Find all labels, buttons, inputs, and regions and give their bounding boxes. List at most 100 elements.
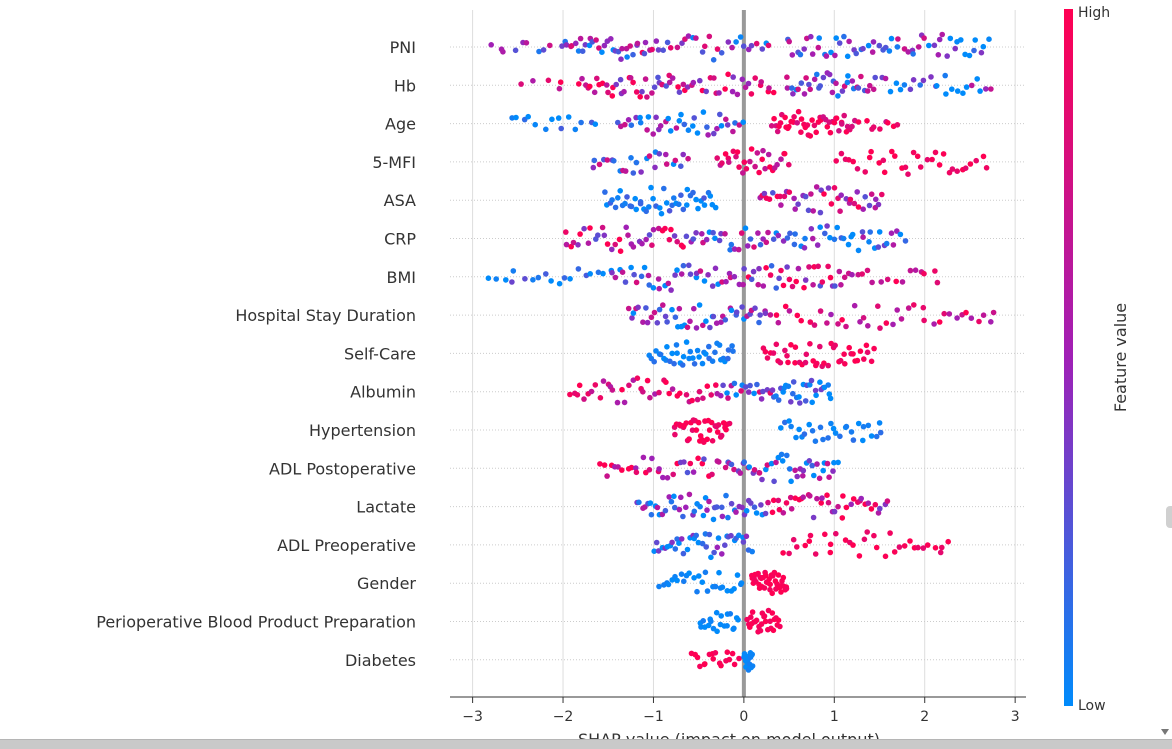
shap-point xyxy=(887,88,894,95)
shap-point xyxy=(842,361,848,367)
shap-point xyxy=(710,229,716,236)
shap-point xyxy=(819,495,825,501)
shap-point xyxy=(802,235,808,242)
shap-point xyxy=(939,31,945,38)
shap-point xyxy=(726,656,733,663)
shap-point xyxy=(743,166,750,172)
shap-point xyxy=(590,164,597,171)
shap-point xyxy=(794,120,800,126)
shap-point xyxy=(681,459,687,465)
shap-point xyxy=(733,153,739,160)
shap-point xyxy=(665,115,671,122)
shap-point xyxy=(962,165,969,171)
shap-point xyxy=(712,265,719,272)
shap-point xyxy=(708,392,714,398)
shap-point xyxy=(700,512,707,519)
shap-point xyxy=(790,379,797,385)
shap-point xyxy=(978,49,985,56)
shap-point xyxy=(694,396,701,403)
shap-point xyxy=(791,241,798,248)
shap-point xyxy=(653,539,660,546)
shap-point xyxy=(579,75,585,82)
shap-point xyxy=(936,319,943,325)
shap-point xyxy=(875,201,882,208)
shap-point xyxy=(549,116,555,123)
shap-point xyxy=(716,342,723,348)
shap-point xyxy=(831,508,838,515)
shap-point xyxy=(835,459,841,466)
shap-point xyxy=(821,360,827,367)
shap-point xyxy=(886,48,893,54)
shap-point xyxy=(827,549,834,556)
shap-point xyxy=(842,537,849,543)
side-handle[interactable] xyxy=(1166,506,1172,528)
shap-point xyxy=(983,165,990,171)
shap-point xyxy=(733,509,739,515)
shap-point xyxy=(792,467,798,474)
bottom-scrollbar[interactable] xyxy=(0,739,1172,749)
shap-point xyxy=(727,611,734,617)
shap-point xyxy=(695,419,702,426)
shap-point xyxy=(664,344,670,350)
x-tick-label: 1 xyxy=(830,709,839,725)
shap-point xyxy=(869,279,875,286)
shap-point xyxy=(813,129,819,136)
shap-point xyxy=(766,85,772,91)
shap-point xyxy=(576,382,583,389)
shap-point xyxy=(767,272,774,278)
shap-point xyxy=(817,209,824,216)
shap-point xyxy=(848,501,854,508)
shap-point xyxy=(699,540,706,547)
shap-point xyxy=(910,77,917,83)
shap-point xyxy=(866,202,873,209)
shap-point xyxy=(678,571,685,577)
shap-point xyxy=(841,33,847,40)
shap-point xyxy=(703,544,709,550)
shap-point xyxy=(628,264,634,271)
feature-labels: PNI Hb Age 5-MFI ASA CRP BMI Hospital Stay Dura… xyxy=(96,38,416,670)
shap-point xyxy=(769,387,776,393)
shap-point xyxy=(581,396,587,402)
shap-point xyxy=(659,511,666,518)
feature-label: Hypertension xyxy=(309,421,416,440)
shap-point xyxy=(587,225,593,231)
shap-point xyxy=(949,86,955,92)
shap-point xyxy=(781,150,788,157)
shap-point xyxy=(664,39,671,46)
shap-point xyxy=(612,241,618,248)
shap-point xyxy=(681,121,688,128)
shap-point xyxy=(696,302,703,308)
shap-point xyxy=(738,388,744,394)
shap-point xyxy=(729,88,736,95)
shap-point xyxy=(565,114,572,120)
shap-point xyxy=(656,389,662,396)
shap-point xyxy=(870,39,877,45)
shap-point xyxy=(627,75,634,81)
shap-point xyxy=(936,36,943,43)
shap-point xyxy=(680,151,686,158)
shap-point xyxy=(814,461,820,467)
shap-point xyxy=(742,84,749,91)
shap-point xyxy=(882,44,889,51)
shap-point xyxy=(931,42,938,49)
shap-point xyxy=(603,82,610,88)
shap-point xyxy=(834,224,840,231)
shap-point xyxy=(717,111,723,118)
shap-point xyxy=(754,381,760,388)
shap-point xyxy=(779,458,786,464)
shap-point xyxy=(742,225,749,231)
shap-point xyxy=(807,133,814,139)
shap-point xyxy=(770,627,777,634)
shap-point xyxy=(630,310,637,316)
shap-point xyxy=(770,89,777,96)
shap-point xyxy=(945,538,951,545)
shap-point xyxy=(807,86,813,93)
shap-point xyxy=(824,492,830,499)
shap-point xyxy=(609,387,616,393)
shap-point xyxy=(794,544,800,550)
shap-point xyxy=(545,77,552,84)
shap-point xyxy=(715,535,722,541)
shap-point xyxy=(802,277,809,283)
shap-point xyxy=(877,505,883,512)
shap-point xyxy=(954,315,960,321)
